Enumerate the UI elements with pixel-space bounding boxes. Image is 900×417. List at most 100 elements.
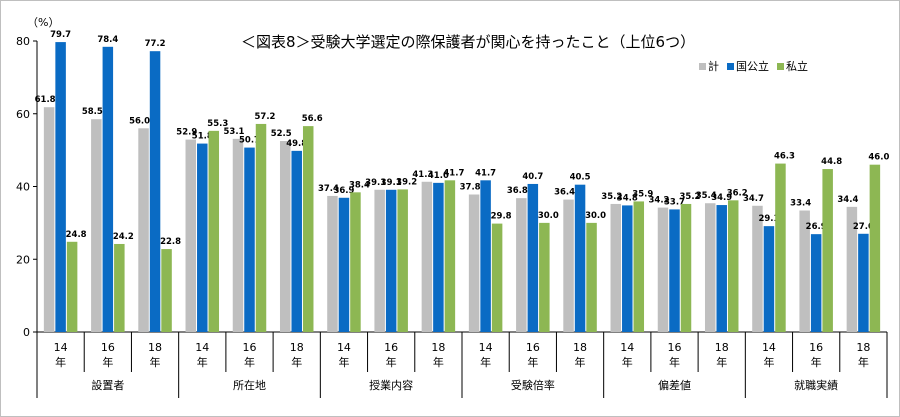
data-label: 52.9 [176,128,197,138]
x-tick-label: 16 [384,341,398,354]
data-label: 37.8 [460,183,481,193]
bar [586,222,597,332]
x-tick-label: 16 [809,341,823,354]
data-label: 35.9 [632,189,653,199]
data-label: 34.7 [743,194,764,204]
data-label: 51.8 [192,132,213,142]
bar [657,207,669,332]
data-label: 36.4 [554,188,575,198]
data-label: 37.4 [318,184,339,194]
group-label: 設置者 [91,378,124,392]
bar [622,205,633,332]
x-tick-label: 年 [386,355,397,369]
data-label: 40.7 [522,172,543,182]
data-label: 36.8 [507,186,528,196]
bar [433,182,444,332]
x-tick-label: 年 [575,355,586,369]
data-label: 35.4 [696,191,717,201]
data-label: 46.0 [868,153,889,163]
x-tick-label: 年 [527,355,538,369]
data-label: 34.4 [837,195,858,205]
data-label: 29.8 [491,212,512,222]
bar [858,233,869,332]
data-label: 40.5 [570,173,591,183]
bar [491,223,503,332]
x-tick-label: 年 [291,355,302,369]
bar [232,138,244,332]
bar [539,222,550,332]
x-tick-label: 年 [811,355,822,369]
bar [91,119,102,332]
x-tick-label: 年 [197,355,208,369]
bar [421,181,433,332]
data-label: 35.2 [601,192,622,202]
data-label: 39.1 [365,178,386,188]
data-label: 35.2 [680,192,701,202]
data-label: 79.7 [50,30,71,40]
bar [633,201,645,332]
data-label: 33.7 [664,197,685,207]
bar [374,189,385,332]
legend-label-national: 国公立 [736,60,769,73]
data-label: 50.7 [239,136,260,146]
data-label: 30.0 [538,211,559,221]
bar [302,126,314,333]
bar [846,206,858,332]
bar [869,164,881,332]
data-label: 52.5 [271,129,292,139]
data-label: 34.9 [711,193,732,203]
bar [574,184,586,332]
bar [397,189,408,332]
x-tick-label: 年 [669,355,680,369]
data-label: 44.8 [821,157,842,167]
x-tick-label: 年 [716,355,727,369]
data-label: 26.9 [806,222,827,232]
bar [822,169,833,332]
bar [43,107,55,332]
x-tick-label: 年 [622,355,633,369]
data-label: 29.1 [758,214,779,224]
group-label: 偏差値 [658,378,691,392]
bar [350,192,361,332]
data-label: 34.2 [649,196,670,206]
chart-title: ＜図表8＞受験大学選定の際保護者が関心を持ったこと（上位6つ） [241,33,696,51]
group-label: 受験倍率 [511,378,555,392]
x-tick-label: 年 [433,355,444,369]
y-tick-label: 20 [16,253,30,266]
bar [255,123,267,332]
bar [680,203,692,332]
data-label: 30.0 [585,211,606,221]
bar [810,234,822,332]
x-tick-label: 年 [480,355,491,369]
y-unit-label: （%） [27,16,60,29]
group-label: 就職実績 [794,378,838,392]
data-label: 53.1 [224,127,245,137]
x-tick-label: 18 [715,341,729,354]
x-tick-label: 16 [243,341,257,354]
x-tick-label: 14 [762,341,776,354]
x-tick-label: 16 [101,341,115,354]
data-label: 24.2 [113,232,134,242]
x-tick-label: 年 [244,355,255,369]
bar [66,241,78,332]
legend-label-total: 計 [708,60,719,73]
legend-item-national: 国公立 [727,58,769,74]
bar [279,141,291,332]
data-label: 56.6 [302,114,323,124]
y-tick-label: 40 [16,181,30,194]
x-tick-label: 18 [148,341,162,354]
x-tick-label: 14 [195,341,209,354]
bar [291,150,302,332]
x-tick-label: 14 [54,341,68,354]
x-tick-label: 16 [526,341,540,354]
data-label: 27.0 [853,222,874,232]
x-tick-label: 14 [620,341,634,354]
bar [114,243,125,332]
bar [444,180,456,332]
x-tick-label: 18 [573,341,587,354]
bar [799,210,810,332]
y-tick-label: 60 [16,108,30,121]
legend-label-private: 私立 [786,60,808,73]
data-label: 41.7 [475,168,496,178]
